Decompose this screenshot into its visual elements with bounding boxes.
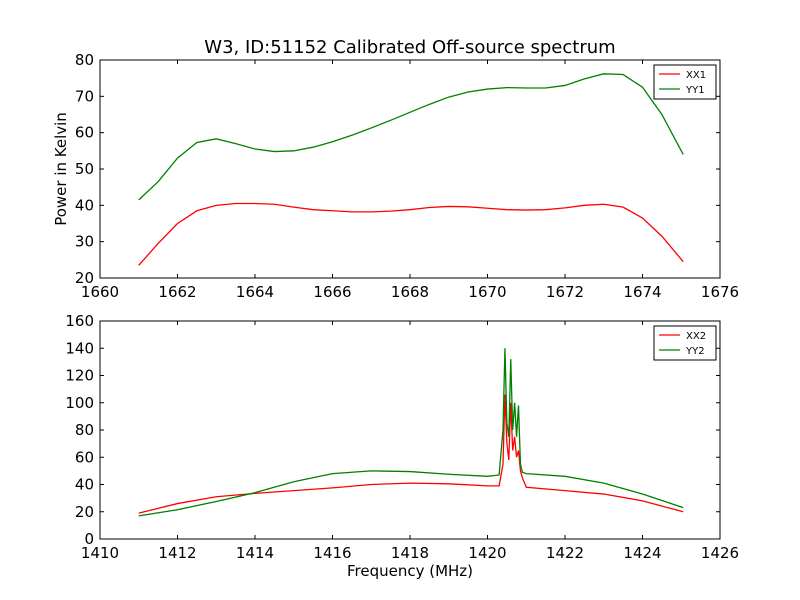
- legend-label-yy1: YY1: [685, 85, 705, 96]
- bottom-y-tick-label: 80: [75, 421, 94, 439]
- top-y-tick-label: 50: [75, 160, 94, 178]
- legend-label-xx1: XX1: [686, 70, 706, 81]
- x-axis-label-bottom: Frequency (MHz): [347, 562, 473, 580]
- series-line-yy2: [138, 348, 684, 517]
- top-panel: 1660 1662 1664 1666 1668 1670 1672 1674 1676 20 30…: [75, 51, 739, 301]
- bottom-x-tick-label: 1414: [236, 544, 274, 562]
- bottom-y-tick-label: 140: [65, 339, 94, 357]
- bottom-y-tick-label: 160: [65, 312, 94, 330]
- top-y-tick-label: 70: [75, 87, 94, 105]
- series-line-xx2: [138, 394, 684, 514]
- bottom-x-tick-label: 1412: [158, 544, 196, 562]
- legend-label-yy2: YY2: [685, 346, 705, 357]
- top-x-tick-label: 1662: [158, 283, 196, 301]
- bottom-y-tick-label: 0: [84, 530, 94, 548]
- bottom-x-tick-label: 1426: [701, 544, 739, 562]
- bottom-x-tick-label: 1422: [546, 544, 584, 562]
- series-line-xx1: [138, 202, 684, 266]
- top-x-tick-label: 1668: [391, 283, 429, 301]
- bottom-x-tick-label: 1424: [623, 544, 661, 562]
- top-x-tick-label: 1664: [236, 283, 274, 301]
- top-legend-box: [653, 64, 717, 100]
- bottom-panel: 1410 1412 1414 1416 1418 1420 1422 1424 1426 0 20 4…: [65, 312, 739, 562]
- top-y-tick-label: 20: [75, 269, 94, 287]
- chart-title: W3, ID:51152 Calibrated Off-source spect…: [204, 37, 615, 58]
- bottom-x-tick-label: 1410: [81, 544, 119, 562]
- legend-label-xx2: XX2: [686, 331, 706, 342]
- series-line-yy1: [138, 73, 684, 201]
- top-x-tick-label: 1676: [701, 283, 739, 301]
- top-x-tick-label: 1666: [313, 283, 351, 301]
- bottom-y-tick-label: 40: [75, 476, 94, 494]
- top-x-tick-label: 1670: [468, 283, 506, 301]
- top-y-tick-label: 30: [75, 233, 94, 251]
- top-x-tick-label: 1672: [546, 283, 584, 301]
- bottom-x-tick-label: 1416: [313, 544, 351, 562]
- top-y-tick-label: 60: [75, 124, 94, 142]
- top-x-tick-label: 1660: [81, 283, 119, 301]
- bottom-legend-box: [653, 325, 717, 361]
- top-y-tick-label: 40: [75, 196, 94, 214]
- top-x-tick-label: 1674: [623, 283, 661, 301]
- bottom-y-tick-label: 120: [65, 367, 94, 385]
- bottom-y-tick-label: 60: [75, 448, 94, 466]
- bottom-x-tick-label: 1420: [468, 544, 506, 562]
- y-axis-label-top: Power in Kelvin: [52, 112, 70, 226]
- bottom-y-tick-label: 100: [65, 394, 94, 412]
- bottom-x-tick-label: 1418: [391, 544, 429, 562]
- bottom-y-tick-label: 20: [75, 503, 94, 521]
- top-y-tick-label: 80: [75, 51, 94, 69]
